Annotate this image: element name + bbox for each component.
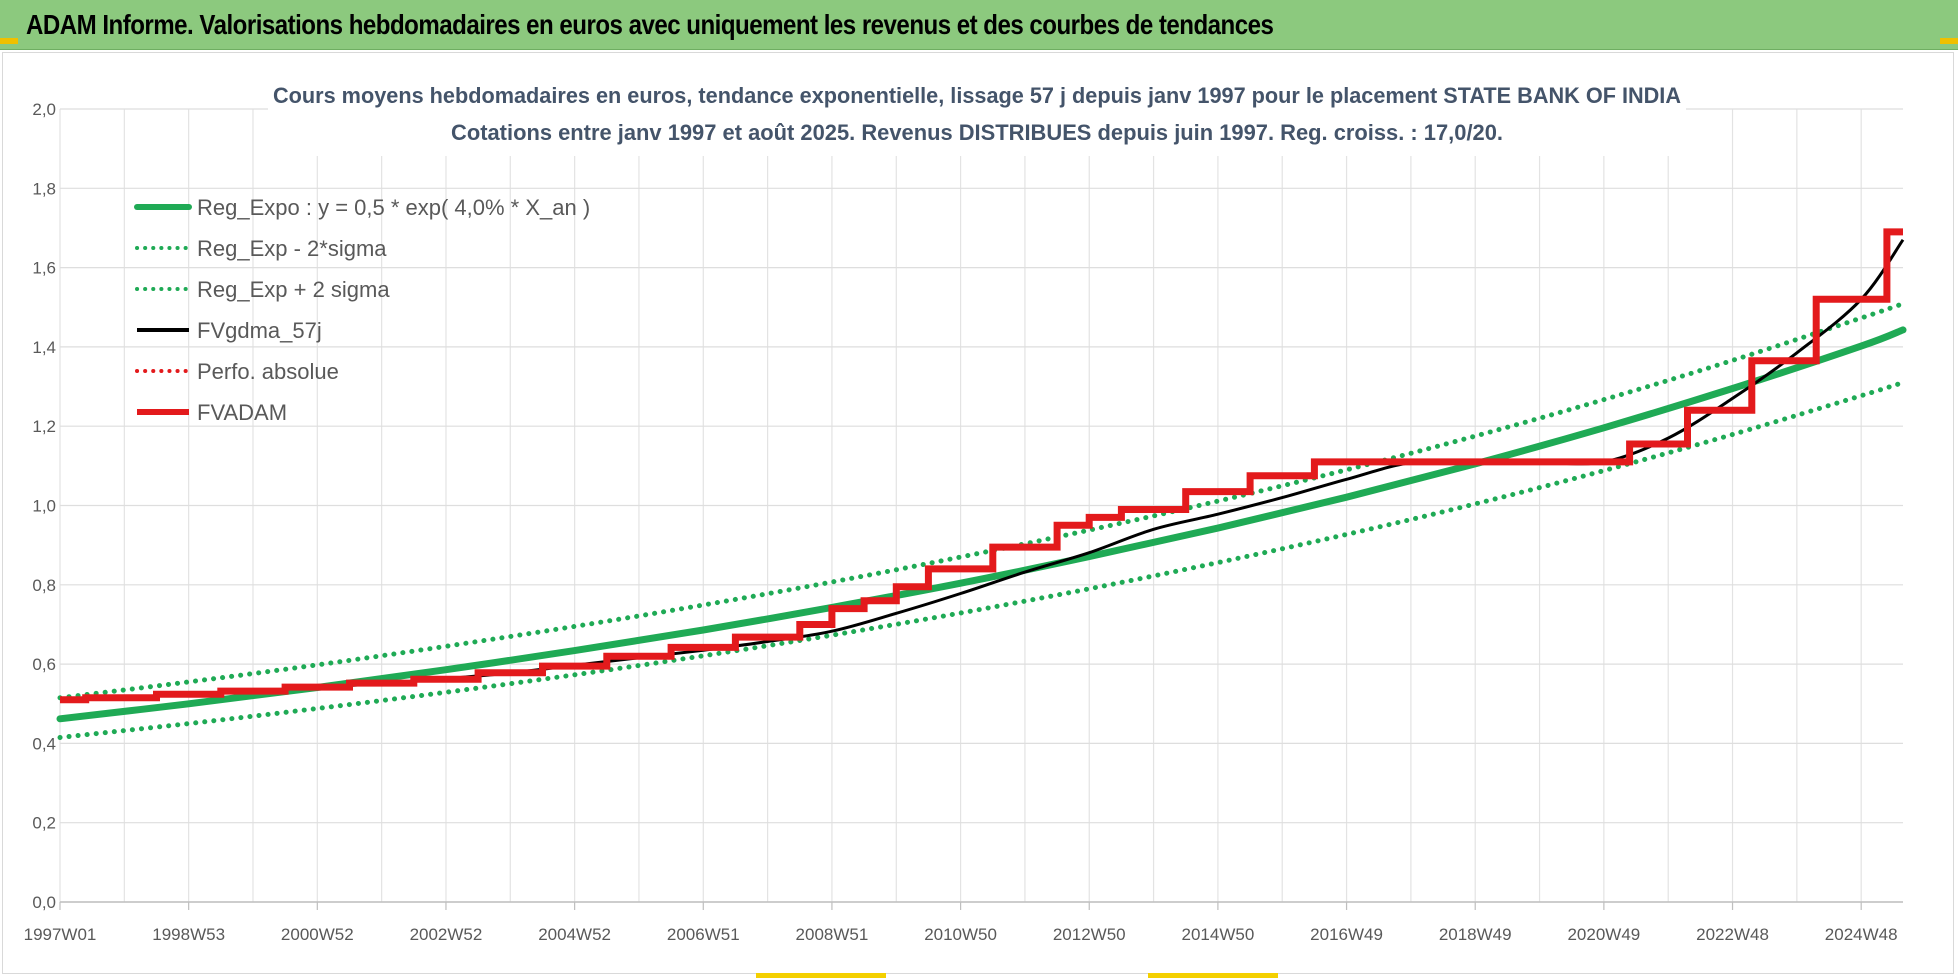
y-tick-label: 0,0	[32, 893, 56, 912]
x-tick-label: 2006W51	[667, 925, 740, 944]
y-tick-label: 0,2	[32, 814, 56, 833]
report-title: ADAM Informe. Valorisations hebdomadaire…	[26, 9, 1274, 40]
legend-label-0: Reg_Expo : y = 0,5 * exp( 4,0% * X_an )	[197, 195, 590, 220]
x-tick-label: 2022W48	[1696, 925, 1769, 944]
x-tick-label: 2012W50	[1053, 925, 1126, 944]
bottom-accent-left	[756, 973, 886, 978]
chart-frame	[2, 52, 1954, 974]
y-tick-label: 1,4	[32, 338, 56, 357]
x-tick-label: 1998W53	[152, 925, 225, 944]
x-tick-label: 2016W49	[1310, 925, 1383, 944]
x-tick-label: 2010W50	[924, 925, 997, 944]
corner-accent-right	[1940, 38, 1958, 44]
chart-title-group: Cours moyens hebdomadaires en euros, ten…	[268, 74, 1686, 156]
x-tick-label: 2018W49	[1439, 925, 1512, 944]
y-axis-tick-labels: 0,0 0,2 0,4 0,6 0,8 1,0 1,2 1,4 1,6 1,8 2,0	[32, 100, 56, 912]
corner-accent-left	[0, 38, 18, 44]
series-line-0	[56, 326, 1907, 723]
x-tick-label: 2024W48	[1825, 925, 1898, 944]
y-tick-label: 0,6	[32, 655, 56, 674]
x-tick-label: 1997W01	[24, 925, 97, 944]
x-tick-label: 2014W50	[1182, 925, 1255, 944]
bottom-accent-right	[1148, 973, 1278, 978]
x-tick-label: 2002W52	[410, 925, 483, 944]
title-background	[268, 74, 1686, 156]
legend-label-3: FVgdma_57j	[197, 318, 322, 343]
x-tick-label: 2004W52	[538, 925, 611, 944]
x-tick-label: 2020W49	[1567, 925, 1640, 944]
legend-label-4: Perfo. absolue	[197, 359, 339, 384]
y-tick-label: 1,8	[32, 179, 56, 198]
x-axis-tick-labels: 1997W01 1998W53 2000W52 2002W52 2004W52 2006W…	[24, 925, 1898, 944]
x-tick-label: 2000W52	[281, 925, 354, 944]
y-tick-label: 0,8	[32, 576, 56, 595]
chart-grid	[59, 108, 1903, 910]
legend-label-5: FVADAM	[197, 400, 287, 425]
series-layer	[56, 228, 1907, 740]
x-tick-label: 2008W51	[796, 925, 869, 944]
y-tick-label: 1,2	[32, 417, 56, 436]
series-line-5	[60, 228, 1903, 704]
report-header: ADAM Informe. Valorisations hebdomadaire…	[0, 0, 1958, 50]
series-line-3	[59, 238, 1905, 703]
legend-label-1: Reg_Exp - 2*sigma	[197, 236, 387, 261]
chart-legend: Reg_Expo : y = 0,5 * exp( 4,0% * X_an ) R…	[134, 195, 590, 425]
y-tick-label: 2,0	[32, 100, 56, 119]
chart-subtitle: Cotations entre janv 1997 et août 2025. …	[451, 120, 1503, 145]
chart-title: Cours moyens hebdomadaires en euros, ten…	[273, 83, 1681, 108]
series-line-1	[57, 380, 1906, 740]
y-tick-label: 0,4	[32, 734, 56, 753]
y-tick-label: 1,6	[32, 259, 56, 278]
y-tick-label: 1,0	[32, 497, 56, 516]
legend-label-2: Reg_Exp + 2 sigma	[197, 277, 390, 302]
